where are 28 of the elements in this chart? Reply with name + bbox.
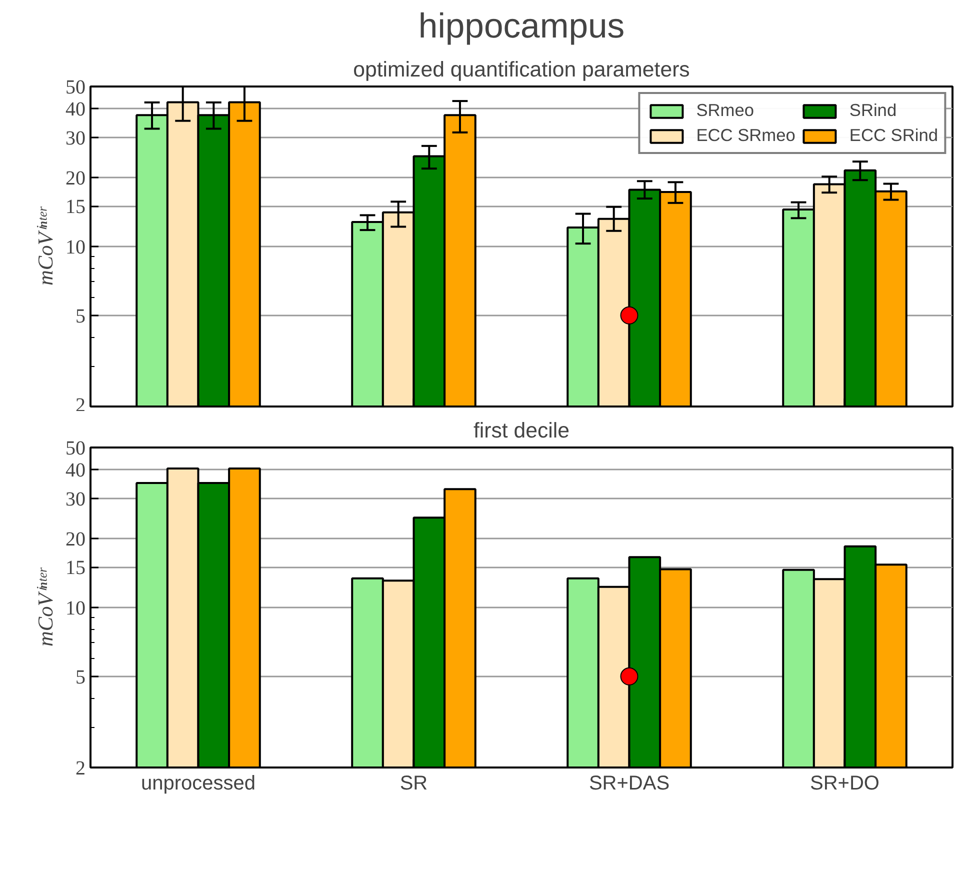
y-tick-label: 20 xyxy=(66,168,86,190)
x-tick-label: SR+DAS xyxy=(588,772,670,794)
y-tick-label: 50 xyxy=(66,438,86,460)
legend-label: SRmeo xyxy=(696,100,754,121)
y-axis-title: mCoVⁱⁿᵗᵉʳ xyxy=(34,206,58,286)
y-tick-label: 5 xyxy=(76,305,86,328)
y-tick-label: 5 xyxy=(76,666,86,688)
x-tick-label: SR xyxy=(400,772,428,794)
y-tick-label: 40 xyxy=(66,460,86,482)
y-axis-title: mCoVⁱⁿᵗᵉʳ xyxy=(34,567,58,646)
chart-subtitle: optimized quantification parameters xyxy=(353,58,690,82)
y-tick-label: 30 xyxy=(66,127,86,150)
x-tick-label: unprocessed xyxy=(140,772,256,794)
y-tick-label: 10 xyxy=(66,236,86,258)
y-tick-label: 20 xyxy=(66,528,86,551)
y-tick-label: 10 xyxy=(66,598,86,620)
y-tick-label: 40 xyxy=(66,98,86,121)
y-tick-label: 50 xyxy=(66,76,86,98)
y-tick-label: 2 xyxy=(76,758,86,780)
legend-label: SRind xyxy=(849,100,897,121)
x-tick-label: SR+DO xyxy=(810,772,880,794)
y-tick-label: 30 xyxy=(66,488,86,510)
legend-label: ECC SRmeo xyxy=(696,125,796,146)
chart-title: hippocampus xyxy=(418,8,625,46)
y-tick-label: 15 xyxy=(66,557,86,580)
legend-label: ECC SRind xyxy=(849,125,938,146)
y-tick-label: 15 xyxy=(66,196,86,218)
chart-title: first decile xyxy=(473,418,570,442)
